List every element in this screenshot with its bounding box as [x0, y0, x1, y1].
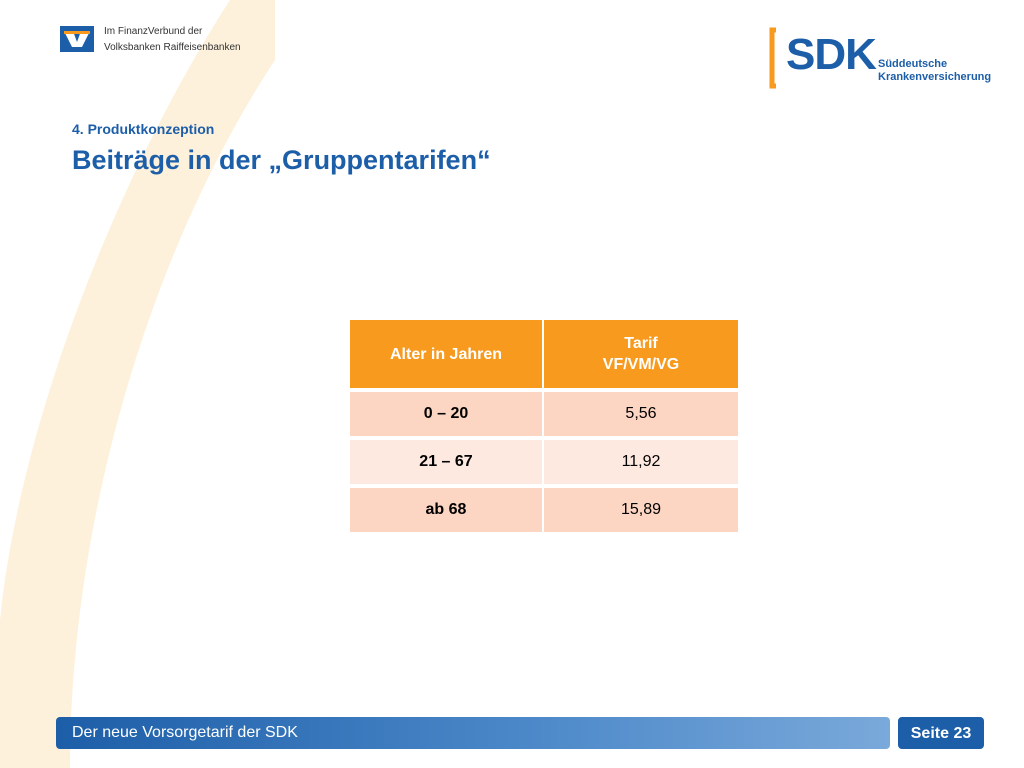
- page-title: Beiträge in der „Gruppentarifen“: [72, 145, 491, 175]
- footer-text: Der neue Vorsorgetarif der SDK: [72, 724, 298, 741]
- page-number-box: Seite 23: [898, 717, 984, 749]
- age-cell: ab 68: [350, 488, 544, 536]
- finanzverbund-line1: Im FinanzVerbund der: [104, 26, 203, 37]
- sdk-bracket-icon: [769, 27, 776, 89]
- age-cell: 0 – 20: [350, 392, 544, 440]
- sdk-subtitle: Süddeutsche Krankenversicherung: [878, 58, 991, 84]
- sdk-subtitle-line1: Süddeutsche: [878, 58, 948, 70]
- column-header-tariff: Tarif VF/VM/VG: [544, 320, 738, 392]
- table-row: 0 – 20 5,56: [350, 392, 738, 440]
- premium-cell: 15,89: [544, 488, 738, 536]
- age-cell: 21 – 67: [350, 440, 544, 488]
- tariff-header-line2: VF/VM/VG: [602, 356, 680, 373]
- table-row: 21 – 67 11,92: [350, 440, 738, 488]
- sdk-wordmark: SDK: [786, 30, 877, 79]
- table-header-row: Alter in Jahren Tarif VF/VM/VG: [350, 320, 738, 392]
- page-number: Seite 23: [910, 725, 972, 742]
- sdk-logo: SDK Süddeutsche Krankenversicherung: [766, 26, 991, 90]
- finanzverbund-text: Im FinanzVerbund der Volksbanken Raiffei…: [104, 24, 241, 56]
- volksbank-logo-icon: [60, 26, 94, 52]
- sdk-subtitle-line2: Krankenversicherung: [878, 71, 992, 83]
- premium-cell: 5,56: [544, 392, 738, 440]
- table-row: ab 68 15,89: [350, 488, 738, 536]
- finanzverbund-line2: Volksbanken Raiffeisenbanken: [104, 42, 241, 53]
- premium-cell: 11,92: [544, 440, 738, 488]
- premium-table: Alter in Jahren Tarif VF/VM/VG 0 – 20 5,…: [350, 320, 738, 536]
- tariff-header-line1: Tarif: [624, 335, 658, 352]
- footer-bar: Der neue Vorsorgetarif der SDK: [56, 717, 890, 749]
- column-header-age: Alter in Jahren: [350, 320, 544, 392]
- section-label: 4. Produktkonzeption: [72, 121, 215, 137]
